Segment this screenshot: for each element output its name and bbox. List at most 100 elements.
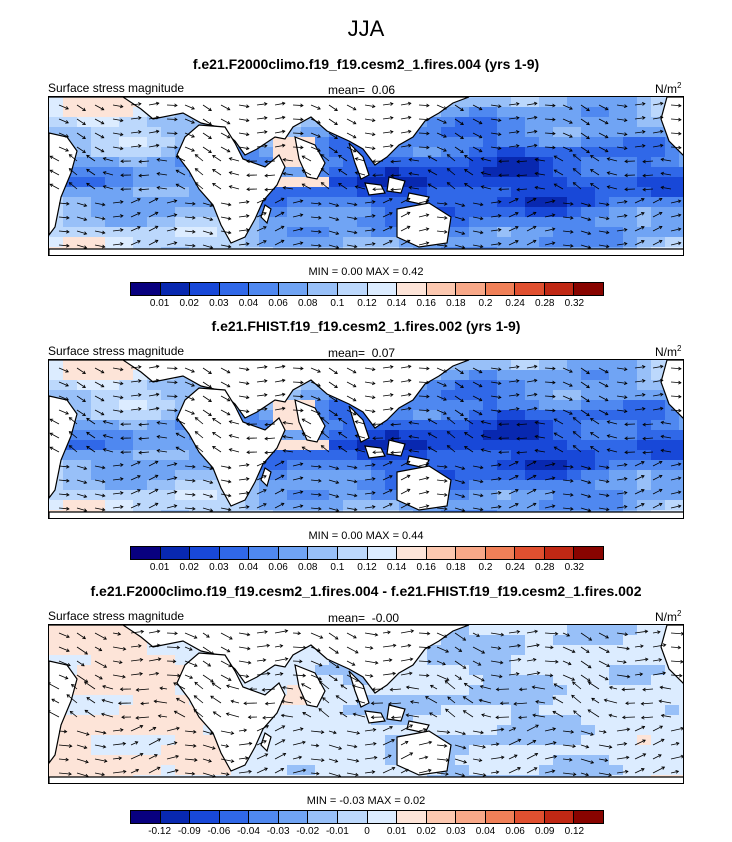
field-cell xyxy=(581,97,596,108)
wind-vector xyxy=(58,660,71,666)
field-cell xyxy=(63,745,78,756)
wind-vector xyxy=(202,146,212,153)
wind-vector-head xyxy=(284,657,289,661)
wind-vector-head xyxy=(479,479,484,484)
field-cell xyxy=(91,500,106,511)
wind-vector xyxy=(238,478,249,481)
field-cell xyxy=(77,500,92,511)
field-cell xyxy=(497,655,512,666)
panel-3-variable-label: Surface stress magnitude xyxy=(48,609,185,623)
wind-vector-head xyxy=(641,768,645,772)
wind-vector xyxy=(382,394,393,397)
wind-vector xyxy=(508,767,521,774)
colorbar-swatch xyxy=(544,547,575,559)
wind-vector xyxy=(535,172,546,176)
field-cell xyxy=(497,755,512,766)
colorbar-swatch xyxy=(426,547,457,559)
wind-vector-head xyxy=(154,211,159,216)
wind-vector xyxy=(436,104,447,110)
wind-vector xyxy=(406,686,420,690)
field-cell xyxy=(609,500,624,511)
wind-vector xyxy=(532,686,546,690)
field-cell xyxy=(301,470,316,481)
field-cell xyxy=(63,217,78,228)
wind-vector-head xyxy=(66,694,71,698)
field-cell xyxy=(539,745,554,756)
field-cell xyxy=(385,745,400,756)
field-cell xyxy=(455,470,470,481)
wind-vector-head xyxy=(103,636,107,640)
wind-vector xyxy=(490,506,501,509)
wind-vector-head xyxy=(100,134,105,139)
wind-vector-head xyxy=(552,103,556,108)
wind-vector-head xyxy=(389,461,393,465)
wind-vector-head xyxy=(428,740,433,745)
wind-vector-head xyxy=(247,715,252,720)
field-cell xyxy=(455,390,470,401)
field-cell xyxy=(315,745,330,756)
wind-vector xyxy=(400,461,411,467)
field-cell xyxy=(49,227,64,238)
wind-vector-head xyxy=(49,169,54,174)
field-cell xyxy=(595,227,610,238)
wind-vector xyxy=(94,118,104,125)
wind-vector-head xyxy=(320,182,325,186)
wind-vector-head xyxy=(226,369,231,374)
wind-vector-head xyxy=(173,682,177,686)
field-cell xyxy=(371,725,386,736)
wind-vector-head xyxy=(371,409,376,414)
wind-vector xyxy=(328,744,342,750)
field-cell xyxy=(161,227,176,238)
field-cell xyxy=(427,420,442,431)
field-cell xyxy=(679,167,683,178)
wind-vector xyxy=(210,695,222,704)
field-cell xyxy=(455,635,470,646)
field-cell xyxy=(119,187,134,198)
wind-vector xyxy=(148,672,159,676)
wind-vector xyxy=(328,660,340,668)
wind-vector-head xyxy=(120,159,124,164)
field-cell xyxy=(63,480,78,491)
wind-vector xyxy=(195,182,204,190)
wind-vector-head xyxy=(570,201,574,206)
wind-vector-head xyxy=(246,646,251,651)
wind-vector-head xyxy=(317,120,321,124)
field-cell xyxy=(105,107,120,118)
field-cell xyxy=(525,410,540,421)
field-cell xyxy=(623,655,638,666)
wind-vector-head xyxy=(101,772,106,777)
field-cell xyxy=(343,440,358,451)
field-cell xyxy=(637,117,652,128)
field-cell xyxy=(343,217,358,228)
field-cell xyxy=(399,695,414,706)
wind-vector xyxy=(76,674,88,683)
landmass xyxy=(49,511,683,518)
wind-vector-head xyxy=(317,411,321,415)
wind-vector xyxy=(418,741,432,746)
wind-vector xyxy=(265,160,276,163)
wind-vector xyxy=(580,632,592,641)
field-cell xyxy=(147,470,162,481)
wind-vector xyxy=(112,492,123,495)
field-cell xyxy=(343,187,358,198)
wind-vector xyxy=(616,201,627,204)
wind-vector xyxy=(544,146,556,149)
wind-vector xyxy=(652,130,663,134)
wind-vector-head xyxy=(245,381,250,386)
wind-vector xyxy=(103,448,114,453)
wind-vector-head xyxy=(389,102,394,106)
wind-vector-head xyxy=(425,490,430,495)
wind-vector xyxy=(194,681,204,690)
wind-vector xyxy=(302,712,312,718)
field-cell xyxy=(539,390,554,401)
field-cell xyxy=(63,655,78,666)
field-cell xyxy=(511,197,526,208)
field-cell xyxy=(539,147,554,158)
wind-vector-head xyxy=(516,450,520,455)
wind-vector xyxy=(526,365,537,369)
wind-vector xyxy=(400,630,414,634)
wind-vector-head xyxy=(497,146,502,151)
colorbar-tick-label: 0.01 xyxy=(386,826,407,837)
wind-vector-head xyxy=(334,384,338,389)
panel-2-mean-label: mean= xyxy=(328,346,366,360)
